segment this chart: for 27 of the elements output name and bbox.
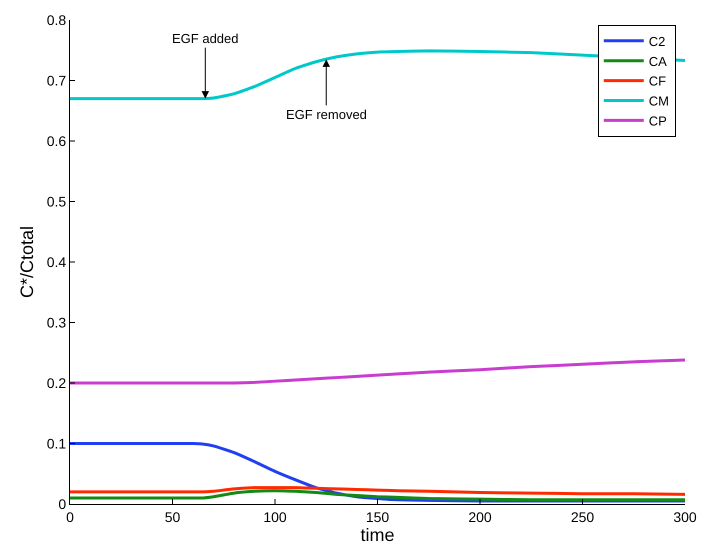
legend-label: CF (648, 74, 666, 89)
y-tick-label: 0.8 (46, 12, 66, 28)
y-tick-label: 0.5 (46, 193, 66, 210)
x-axis-title: time (360, 524, 395, 545)
legend-label: CA (648, 54, 668, 69)
x-tick-label: 50 (164, 508, 180, 525)
y-tick-label: 0.3 (46, 314, 66, 330)
annotation: EGF removed (286, 107, 367, 122)
y-tick-label: 0 (58, 496, 66, 512)
legend-label: C2 (648, 34, 666, 49)
line-series (70, 358, 685, 385)
x-tick-label: 100 (263, 508, 287, 525)
y-tick-label: 0.6 (46, 132, 66, 149)
y-tick-label: 0.7 (46, 72, 66, 88)
x-tick-label: 300 (673, 508, 697, 525)
annotation: EGF added (172, 31, 238, 46)
legend-label: CP (648, 113, 667, 128)
line-series (70, 489, 685, 502)
x-tick-label: 200 (468, 508, 492, 525)
y-tick-label: 0.1 (46, 435, 66, 452)
line-series (70, 486, 685, 496)
y-tick-label: 0.4 (46, 254, 66, 270)
y-tick-label: 0.2 (46, 374, 66, 391)
y-axis-title: C*/Ctotal (16, 226, 37, 298)
x-tick-label: 250 (570, 508, 594, 525)
legend-label: CM (648, 94, 669, 109)
x-tick-label: 150 (366, 508, 390, 525)
